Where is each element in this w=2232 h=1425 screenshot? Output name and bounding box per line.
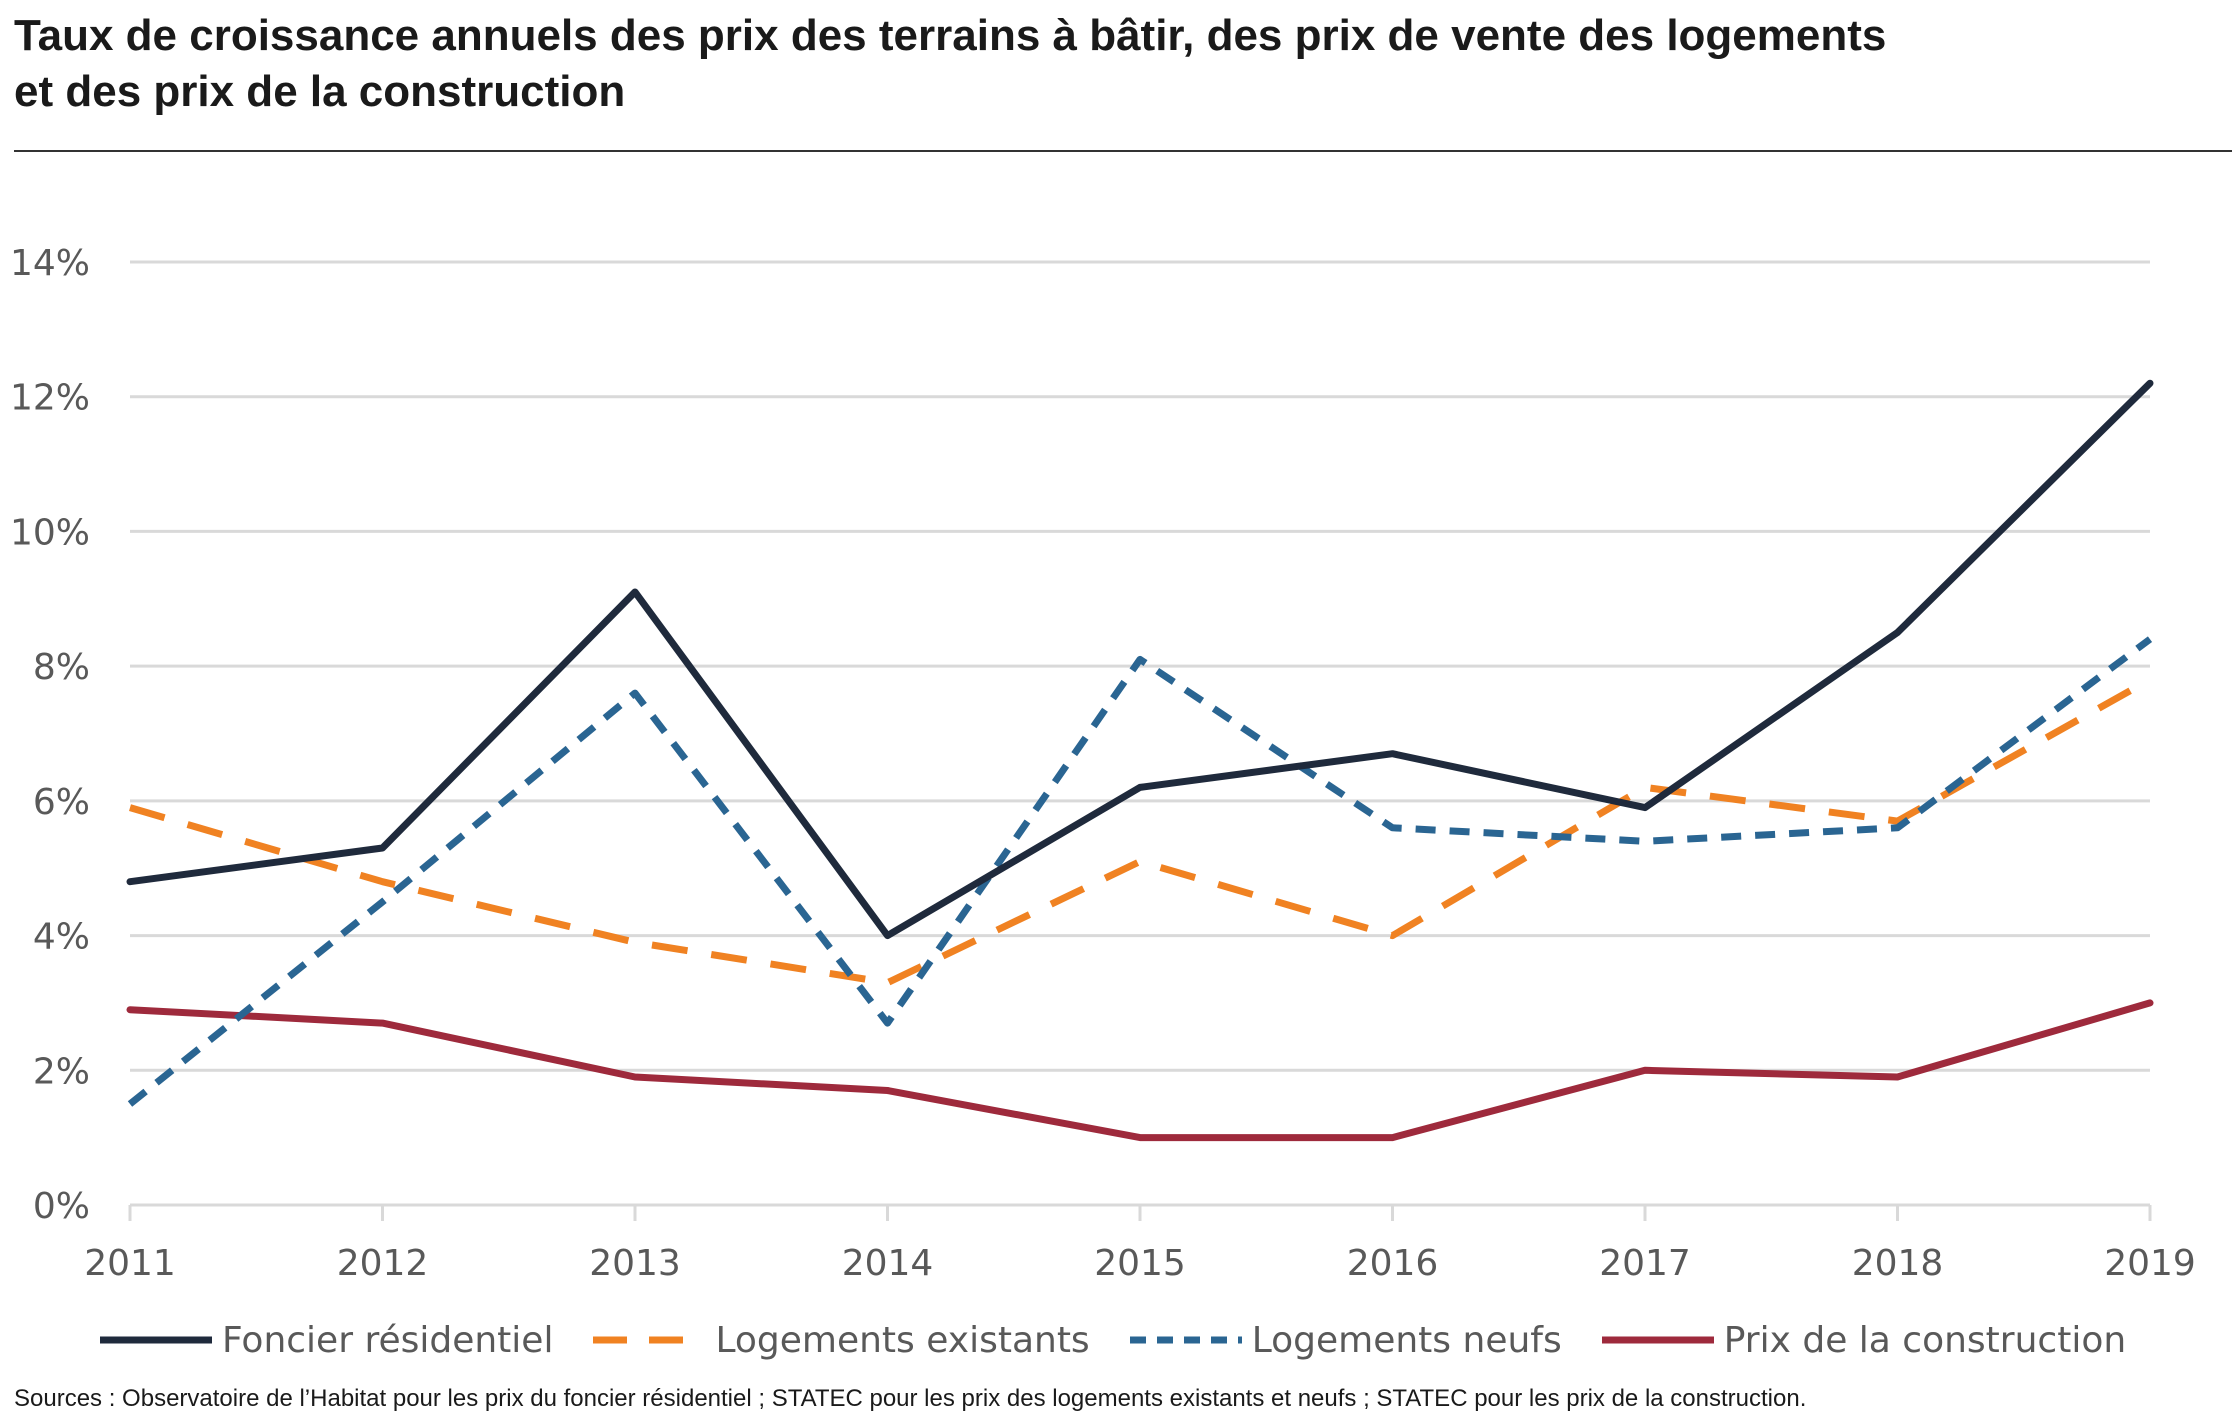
chart-title-line-2: et des prix de la construction (14, 67, 626, 116)
legend-item: Logements existants (589, 1319, 1090, 1361)
legend: Foncier résidentiel Logements existants Lo… (96, 1310, 2162, 1370)
title-divider (14, 150, 2232, 152)
legend-swatch (1601, 1336, 1714, 1344)
x-tick-label: 2013 (589, 1243, 681, 1284)
grid-lines (130, 260, 2150, 1072)
legend-item: Foncier résidentiel (96, 1320, 553, 1361)
x-tick-label: 2012 (337, 1243, 429, 1284)
y-tick-label: 12% (10, 378, 90, 419)
legend-label: Foncier résidentiel (222, 1319, 554, 1361)
x-tick-label: 2014 (842, 1243, 934, 1284)
y-tick-label: 0% (33, 1186, 90, 1227)
x-tick-label: 2011 (84, 1243, 176, 1284)
y-tick-label: 2% (33, 1051, 90, 1092)
legend-swatch (593, 1336, 706, 1344)
series-line-1 (126, 379, 2154, 940)
y-tick-label: 14% (10, 243, 90, 284)
chart-title: Taux de croissance annuels des prix des … (14, 8, 2204, 120)
line-chart: 0% 2% 4% 6% 8% 10% 12% 14% 2011 2012 2013 2014 2015… (10, 243, 2196, 1284)
legend-label: Logements existants (715, 1319, 1090, 1361)
legend-swatch (100, 1336, 212, 1344)
legend-item: Logements neufs (1126, 1320, 1562, 1361)
x-tick-label: 2018 (1852, 1243, 1944, 1284)
x-axis (128, 1203, 2152, 1221)
x-tick-label: 2019 (2104, 1243, 2196, 1284)
series-lines (126, 379, 2154, 1142)
y-tick-label: 10% (10, 512, 90, 553)
x-tick-label: 2015 (1094, 1243, 1186, 1284)
legend-label: Prix de la construction (1723, 1319, 2127, 1361)
y-tick-label: 4% (33, 917, 90, 958)
source-note: Sources : Observatoire de l’Habitat pour… (14, 1385, 1807, 1412)
series-line-2 (129, 676, 2152, 987)
x-tick-label: 2017 (1599, 1243, 1691, 1284)
x-tick-label: 2016 (1347, 1243, 1439, 1284)
chart-title-line-1: Taux de croissance annuels des prix des … (14, 11, 1887, 60)
y-axis-tick-labels: 0% 2% 4% 6% 8% 10% 12% 14% (10, 243, 90, 1227)
series-line-3 (127, 636, 2153, 1107)
y-tick-label: 8% (33, 647, 90, 688)
legend-swatch (1129, 1336, 1242, 1344)
legend-item: Prix de la construction (1598, 1320, 2126, 1361)
y-tick-label: 6% (33, 782, 90, 823)
x-axis-tick-labels: 2011 2012 2013 2014 2015 2016 2017 2018 2019 (84, 1243, 2196, 1284)
series-line-4 (126, 999, 2154, 1142)
legend-label: Logements neufs (1251, 1319, 1562, 1361)
